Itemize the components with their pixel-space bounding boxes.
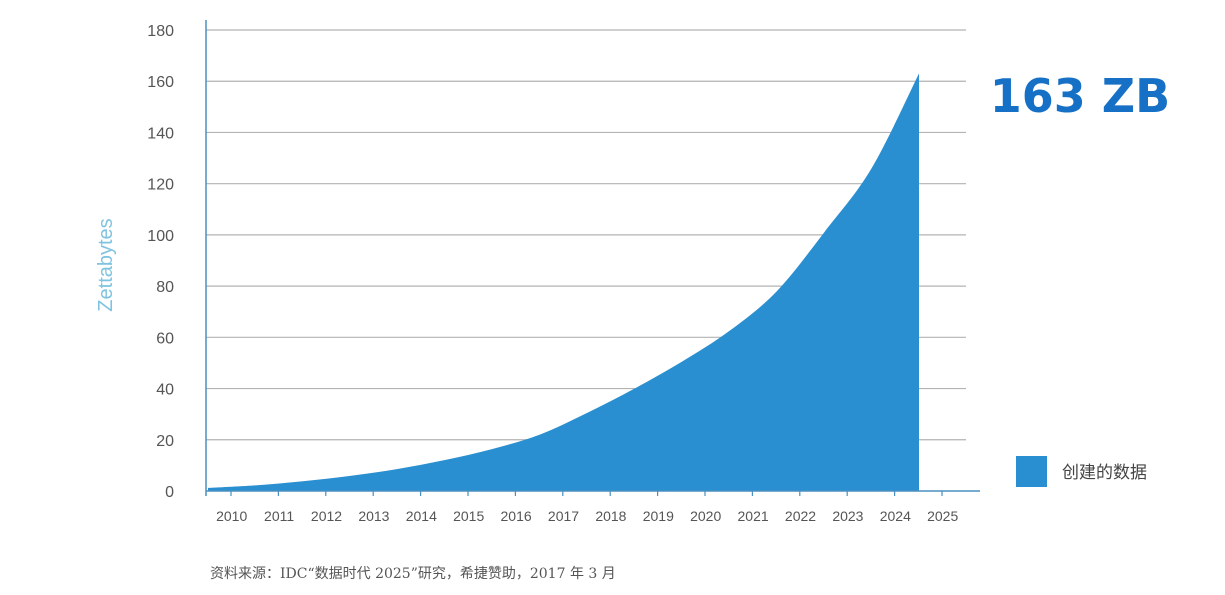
y-tick-label: 180 xyxy=(147,23,174,40)
x-axis-ticks: 2010 2011 2012 2013 2014 2015 2016 2017 2018 2019… xyxy=(216,491,958,524)
y-tick-label: 120 xyxy=(147,177,174,194)
plot-area xyxy=(208,73,919,492)
y-tick-label: 80 xyxy=(156,279,174,296)
x-tick-label: 2021 xyxy=(738,508,769,524)
x-tick-label: 2015 xyxy=(453,508,484,524)
axes xyxy=(205,20,980,496)
x-tick-label: 2022 xyxy=(785,508,816,524)
x-tick-label: 2020 xyxy=(690,508,721,524)
x-tick-label: 2023 xyxy=(832,508,863,524)
y-tick-label: 20 xyxy=(156,433,174,450)
legend-label: 创建的数据 xyxy=(1062,463,1147,483)
gridlines xyxy=(206,29,966,441)
y-tick-label: 40 xyxy=(156,382,174,399)
y-tick-label: 60 xyxy=(156,330,174,347)
x-tick-label: 2013 xyxy=(358,508,389,524)
x-tick-label: 2011 xyxy=(264,508,294,524)
legend: 创建的数据 xyxy=(1016,456,1147,487)
y-tick-label: 160 xyxy=(147,74,174,91)
y-axis-label: Zettabytes xyxy=(95,218,117,311)
x-tick-label: 2016 xyxy=(501,508,532,524)
y-tick-label: 0 xyxy=(165,484,174,501)
x-tick-label: 2024 xyxy=(880,508,911,524)
x-tick-label: 2012 xyxy=(311,508,342,524)
x-tick-label: 2014 xyxy=(406,508,437,524)
x-tick-label: 2010 xyxy=(216,508,247,524)
peak-value-annotation: 163 ZB xyxy=(990,69,1170,123)
x-tick-label: 2019 xyxy=(643,508,674,524)
y-tick-label: 100 xyxy=(147,228,174,245)
legend-swatch xyxy=(1016,456,1047,487)
series-area-created-data xyxy=(208,73,919,492)
source-note: 资料来源：IDC“数据时代 2025”研究，希捷赞助，2017 年 3 月 xyxy=(210,566,616,582)
x-tick-label: 2017 xyxy=(548,508,579,524)
x-tick-label: 2025 xyxy=(927,508,958,524)
x-tick-label: 2018 xyxy=(595,508,626,524)
y-axis-ticks: 0 20 40 60 80 100 120 140 160 180 xyxy=(147,23,174,501)
y-tick-label: 140 xyxy=(147,125,174,142)
